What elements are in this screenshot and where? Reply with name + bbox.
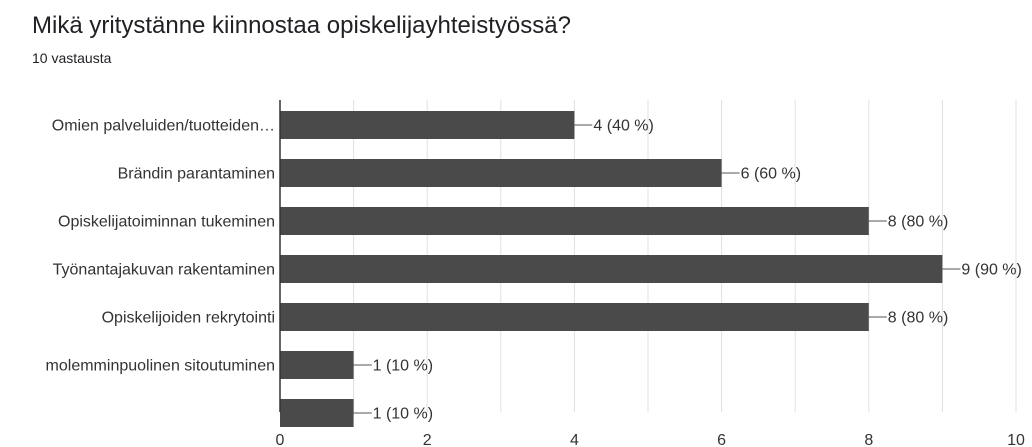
x-tick-label: 6	[717, 432, 726, 447]
category-label: Omien palveluiden/tuotteiden…	[52, 118, 275, 135]
category-label: Opiskelijatoiminnan tukeminen	[58, 214, 275, 231]
category-label: Brändin parantaminen	[118, 166, 275, 183]
data-label: 9 (90 %)	[961, 262, 1021, 279]
bar	[280, 351, 354, 379]
x-tick-label: 8	[864, 432, 873, 447]
category-label: Työnantajakuvan rakentaminen	[53, 262, 275, 279]
x-tick-label: 0	[276, 432, 285, 447]
data-label: 4 (40 %)	[593, 118, 653, 135]
category-label: Opiskelijoiden rekrytointi	[102, 310, 275, 327]
chart-title: Mikä yritystänne kiinnostaa opiskelijayh…	[32, 12, 571, 39]
bar	[280, 111, 575, 139]
bar	[280, 255, 943, 283]
response-count: 10 vastausta	[32, 50, 112, 66]
bar	[280, 303, 869, 331]
data-label: 1 (10 %)	[373, 406, 433, 423]
data-label: 6 (60 %)	[741, 166, 801, 183]
category-label: molemminpuolinen sitoutuminen	[46, 358, 275, 375]
data-label: 1 (10 %)	[373, 358, 433, 375]
bar	[280, 207, 869, 235]
x-tick-label: 2	[423, 432, 432, 447]
x-tick-label: 4	[570, 432, 579, 447]
bar	[280, 399, 354, 427]
bar	[280, 159, 722, 187]
data-label: 8 (80 %)	[888, 214, 948, 231]
x-tick-label: 10	[1007, 432, 1025, 447]
data-label: 8 (80 %)	[888, 310, 948, 327]
